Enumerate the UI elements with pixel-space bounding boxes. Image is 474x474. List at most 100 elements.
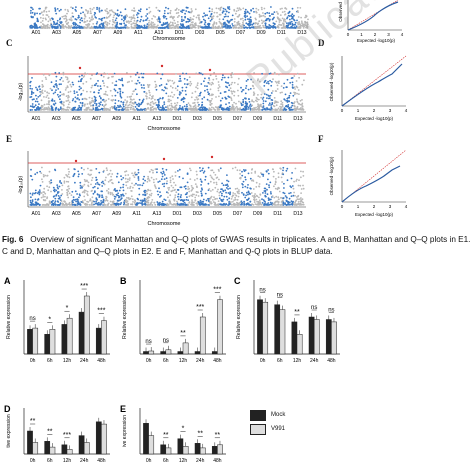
snp-point: [97, 85, 99, 87]
snp-point: [74, 190, 77, 193]
snp-point: [184, 16, 187, 19]
snp-point: [303, 25, 306, 28]
snp-point: [138, 81, 141, 84]
snp-point: [173, 199, 176, 202]
snp-point: [207, 17, 210, 20]
snp-point: [52, 199, 54, 202]
snp-point: [221, 194, 223, 197]
snp-point: [193, 179, 196, 181]
snp-point: [71, 204, 74, 206]
snp-point: [286, 26, 289, 29]
snp-point: [40, 196, 43, 199]
snp-point: [134, 82, 137, 85]
snp-point: [81, 98, 84, 100]
snp-point: [217, 81, 220, 83]
snp-point: [169, 9, 172, 12]
snp-point: [29, 87, 32, 90]
snp-point: [223, 195, 226, 198]
snp-point: [298, 93, 300, 95]
snp-point: [97, 109, 100, 111]
snp-point: [79, 19, 82, 21]
snp-point: [247, 11, 249, 14]
snp-point: [190, 26, 193, 29]
snp-point: [142, 182, 145, 185]
snp-point: [93, 203, 95, 206]
snp-point: [295, 80, 298, 82]
snp-point: [222, 10, 225, 13]
snp-point: [192, 204, 195, 206]
snp-point: [230, 99, 233, 101]
snp-point: [250, 192, 253, 194]
snp-point: [89, 7, 92, 10]
snp-point: [219, 8, 222, 11]
snp-point: [209, 94, 211, 97]
snp-point: [183, 77, 186, 80]
snp-point: [180, 20, 183, 22]
panel-letter-e: E: [6, 134, 13, 144]
snp-point: [211, 17, 213, 19]
snp-point: [278, 18, 281, 21]
snp-point: [224, 25, 227, 28]
snp-point: [217, 188, 219, 191]
snp-point: [225, 195, 228, 198]
snp-point: [193, 193, 195, 196]
snp-point: [177, 195, 179, 198]
snp-point: [154, 86, 157, 89]
bar-v991: [148, 350, 155, 355]
snp-point: [72, 109, 74, 111]
snp-point: [208, 23, 211, 26]
snp-point: [102, 82, 105, 85]
snp-point: [116, 189, 119, 192]
snp-point: [47, 189, 50, 192]
snp-point: [75, 200, 77, 203]
snp-point: [291, 185, 294, 187]
snp-point: [48, 74, 51, 77]
snp-point: [97, 187, 99, 190]
snp-point: [256, 108, 259, 110]
snp-point: [256, 195, 259, 198]
snp-point: [49, 73, 52, 75]
snp-point: [131, 93, 134, 95]
category-tick-label: 48h: [97, 358, 106, 364]
snp-point: [67, 103, 70, 106]
snp-point: [183, 105, 186, 108]
snp-point: [66, 9, 69, 11]
snp-point: [213, 181, 215, 184]
snp-point: [206, 23, 209, 25]
snp-point: [196, 98, 199, 101]
snp-point: [29, 199, 32, 202]
snp-point: [203, 170, 206, 173]
snp-point: [56, 186, 59, 189]
snp-point: [160, 194, 162, 197]
snp-point: [189, 178, 192, 180]
snp-point: [273, 185, 275, 188]
snp-point: [62, 73, 65, 76]
snp-point: [167, 189, 170, 191]
snp-point: [178, 93, 181, 95]
snp-point: [187, 199, 190, 202]
snp-point: [95, 168, 98, 170]
snp-point: [249, 103, 252, 106]
snp-point: [291, 84, 294, 86]
snp-point: [182, 72, 184, 75]
snp-point: [115, 107, 117, 110]
snp-point: [72, 198, 75, 201]
snp-point: [228, 105, 231, 108]
snp-point: [276, 84, 279, 87]
snp-point: [210, 12, 213, 15]
snp-point: [46, 108, 49, 111]
snp-point: [46, 103, 48, 105]
snp-point: [247, 193, 249, 196]
snp-point: [53, 26, 55, 29]
snp-point: [217, 87, 220, 89]
snp-point: [126, 21, 128, 24]
snp-point: [200, 192, 203, 195]
snp-point: [274, 183, 277, 186]
snp-point: [92, 108, 95, 110]
snp-point: [177, 23, 180, 26]
snp-point: [294, 27, 296, 29]
snp-point: [238, 189, 240, 191]
snp-point: [172, 186, 175, 189]
snp-point: [268, 95, 270, 97]
snp-point: [176, 26, 179, 29]
